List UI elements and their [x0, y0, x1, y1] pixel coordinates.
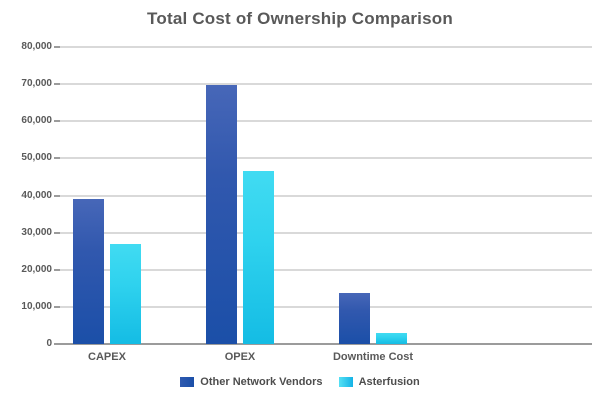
y-tick-mark — [54, 305, 60, 308]
legend-item: Asterfusion — [338, 376, 420, 388]
bar-asterfusion-capex — [110, 244, 141, 344]
y-tick-label: 30,000 — [21, 226, 52, 238]
chart-title: Total Cost of Ownership Comparison — [147, 9, 453, 28]
gridline — [60, 83, 592, 86]
gridline — [60, 231, 592, 234]
x-category-label: CAPEX — [88, 351, 126, 363]
gridline — [60, 120, 592, 123]
bar-other-network-vendors-downtime-cost — [339, 293, 370, 344]
y-tick-mark — [54, 157, 60, 160]
bar-asterfusion-downtime-cost — [376, 333, 407, 344]
y-tick-label: 10,000 — [21, 300, 52, 312]
y-tick-mark — [54, 83, 60, 86]
y-tick-label: 60,000 — [21, 115, 52, 127]
x-category-label: OPEX — [224, 351, 256, 363]
bar-other-network-vendors-opex — [206, 85, 237, 344]
y-tick-mark — [54, 268, 60, 271]
x-category-label: Downtime Cost — [332, 351, 414, 363]
y-tick-label: 20,000 — [21, 263, 52, 275]
legend-label: Asterfusion — [358, 376, 420, 388]
bar-other-network-vendors-capex — [73, 199, 104, 344]
legend-label: Other Network Vendors — [200, 376, 323, 388]
y-tick-label: 80,000 — [21, 41, 52, 52]
gridline — [60, 268, 592, 271]
y-tick-mark — [54, 194, 60, 197]
y-tick-label: 40,000 — [21, 189, 52, 201]
gridline — [60, 305, 592, 308]
legend: Other Network Vendors Asterfusion — [0, 376, 600, 388]
x-axis-line — [54, 343, 592, 345]
y-tick-label: 50,000 — [21, 152, 52, 164]
y-tick-label: 0 — [46, 338, 52, 349]
legend-swatch-icon — [180, 377, 195, 387]
bar-asterfusion-opex — [243, 171, 274, 344]
legend-item: Other Network Vendors — [180, 376, 323, 388]
gridline — [60, 194, 592, 197]
gridline — [60, 46, 592, 48]
gridline — [60, 157, 592, 160]
y-tick-label: 70,000 — [21, 78, 52, 90]
y-tick-mark — [54, 120, 60, 123]
legend-swatch-icon — [338, 377, 353, 387]
y-tick-mark — [54, 46, 60, 48]
y-tick-mark — [54, 231, 60, 234]
